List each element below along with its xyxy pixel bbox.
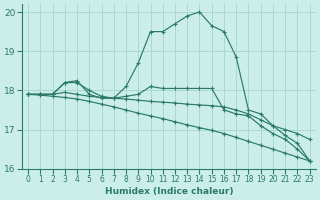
X-axis label: Humidex (Indice chaleur): Humidex (Indice chaleur) [105, 187, 233, 196]
